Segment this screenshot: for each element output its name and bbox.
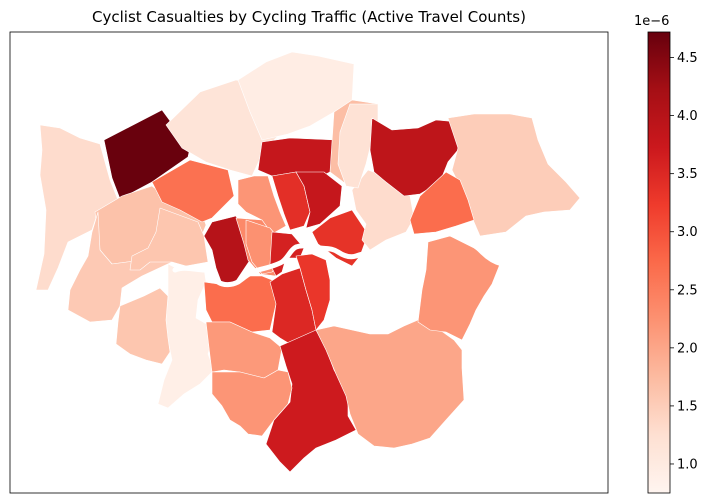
colorbar-tick-label: 1.0 bbox=[677, 457, 698, 472]
borough-region bbox=[265, 329, 357, 473]
river-thames bbox=[172, 231, 505, 288]
borough-region bbox=[151, 159, 235, 223]
colorbar: 1e−6 1.0 1.5 2.0 2.5 3.0 3.5 4.0 4.5 bbox=[634, 14, 698, 494]
borough-region bbox=[295, 171, 343, 229]
borough-region bbox=[211, 369, 293, 437]
colorbar-exponent-label: 1e−6 bbox=[634, 14, 669, 29]
colorbar-tick-label: 2.0 bbox=[677, 341, 698, 356]
borough-region bbox=[35, 124, 119, 291]
colorbar-ticks: 1.0 1.5 2.0 2.5 3.0 3.5 4.0 4.5 bbox=[670, 51, 698, 472]
borough-region bbox=[115, 287, 171, 365]
borough-region bbox=[337, 103, 379, 189]
borough-region bbox=[257, 137, 337, 177]
colorbar-tick-label: 4.0 bbox=[677, 109, 698, 124]
colorbar-gradient bbox=[647, 31, 671, 494]
colorbar-tick-label: 3.5 bbox=[677, 167, 698, 182]
borough-region bbox=[369, 117, 459, 197]
colorbar-tick-label: 2.5 bbox=[677, 283, 698, 298]
borough-region bbox=[129, 207, 209, 271]
borough-region bbox=[315, 319, 465, 449]
colorbar-tick-label: 1.5 bbox=[677, 399, 698, 414]
borough-region bbox=[295, 253, 331, 331]
borough-layer bbox=[35, 51, 581, 473]
colorbar-tick-label: 3.0 bbox=[677, 225, 698, 240]
borough-region bbox=[103, 109, 191, 200]
borough-region bbox=[409, 171, 475, 235]
borough-region bbox=[237, 175, 287, 235]
colorbar-tick-label: 4.5 bbox=[677, 51, 698, 66]
map-title: Cyclist Casualties by Cycling Traffic (A… bbox=[92, 8, 526, 26]
